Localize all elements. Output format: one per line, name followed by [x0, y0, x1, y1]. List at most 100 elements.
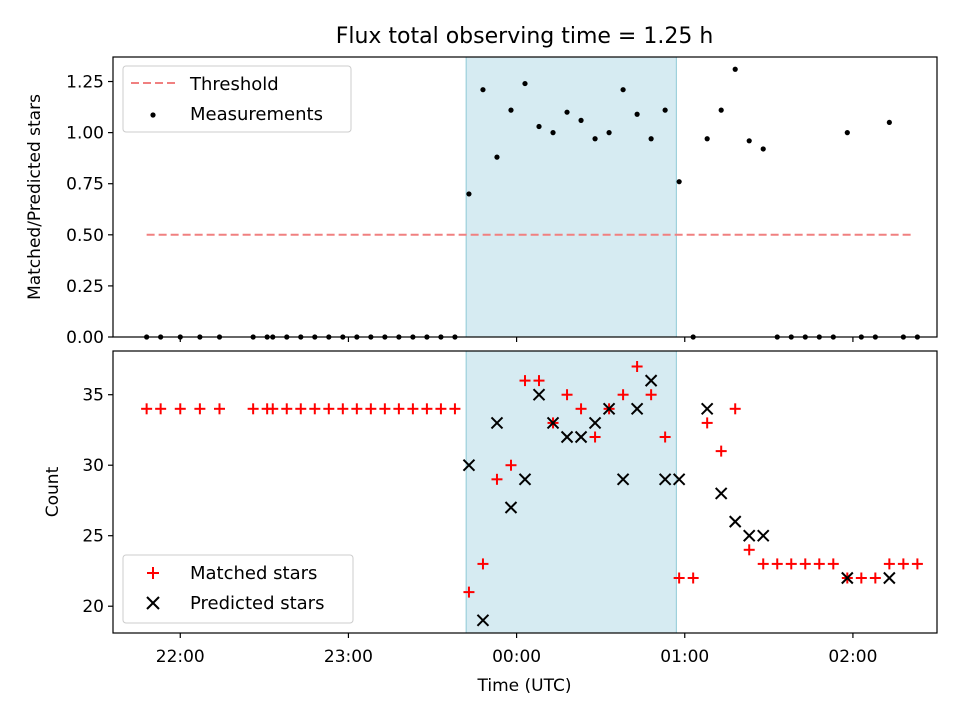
measurement-point: [662, 107, 668, 113]
legend-predicted-label: Predicted stars: [190, 593, 324, 614]
predicted-star-point: [574, 430, 588, 444]
top-legend: Threshold Measurements: [122, 65, 352, 133]
bottom-y-tick-label: 25: [82, 527, 104, 547]
x-tick-label: 01:00: [660, 647, 709, 667]
measurement-point: [844, 130, 850, 136]
matched-star-point: [247, 403, 259, 415]
x-tick-label: 00:00: [492, 647, 541, 667]
matched-star-point: [729, 403, 741, 415]
matched-star-point: [505, 459, 517, 471]
top-y-tick-label: 1.25: [66, 73, 104, 93]
top-y-tick-label: 1.00: [66, 124, 104, 144]
bottom-y-tick-label: 20: [82, 597, 104, 617]
matched-star-point: [869, 572, 881, 584]
matched-star-point: [407, 403, 419, 415]
matched-star-point: [267, 403, 279, 415]
predicted-star-point: [546, 416, 560, 430]
measurement-point: [536, 123, 542, 130]
predicted-star-point: [728, 515, 742, 528]
measurement-point: [886, 119, 892, 126]
matched-star-point: [827, 558, 839, 570]
matched-star-point: [393, 403, 405, 415]
predicted-star-point: [672, 473, 686, 486]
matched-star-point: [365, 403, 377, 415]
predicted-star-point: [476, 614, 490, 627]
predicted-star-point: [658, 473, 672, 486]
x-tick-label: 23:00: [324, 647, 373, 667]
matched-star-point: [575, 403, 587, 415]
matched-star-point: [617, 389, 629, 401]
legend-measurements-label: Measurements: [190, 104, 323, 125]
measurement-point: [704, 136, 710, 142]
legend-threshold-label: Threshold: [189, 74, 279, 95]
measurement-point: [578, 117, 584, 123]
matched-star-point: [659, 431, 671, 443]
matched-star-point: [897, 558, 909, 570]
predicted-star-point: [532, 388, 546, 401]
matched-star-point: [519, 375, 531, 387]
top-plot-area: [144, 56, 920, 340]
matched-star-point: [813, 558, 825, 570]
matched-star-point: [743, 544, 755, 556]
predicted-star-point: [757, 529, 770, 542]
predicted-star-point: [504, 501, 518, 514]
top-y-tick-label: 0.25: [66, 277, 104, 297]
matched-star-point: [771, 558, 783, 570]
measurement-point: [634, 111, 640, 117]
measurement-point: [676, 179, 682, 185]
matched-star-point: [323, 403, 335, 415]
matched-star-point: [337, 403, 349, 415]
matched-star-point: [855, 572, 867, 584]
matched-star-point: [214, 403, 226, 415]
bottom-axes-frame: [112, 350, 938, 634]
matched-star-point: [911, 558, 923, 570]
x-axis-label: Time (UTC): [477, 676, 572, 696]
predicted-star-point: [700, 402, 714, 416]
matched-star-point: [463, 586, 475, 598]
top-axes-frame: [112, 56, 938, 338]
matched-star-point: [477, 558, 489, 570]
predicted-star-point: [630, 402, 644, 416]
top-y-tick-label: 0.50: [66, 226, 104, 246]
matched-star-point: [155, 403, 167, 415]
matched-star-point: [687, 572, 699, 584]
measurement-point: [620, 87, 626, 93]
measurement-point: [718, 107, 724, 113]
measurement-point: [606, 130, 612, 136]
measurement-point: [564, 109, 570, 115]
x-axis: 22:00 23:00 00:00 01:00 02:00: [156, 337, 877, 667]
matched-star-point: [295, 403, 307, 415]
matched-star-point: [421, 403, 433, 415]
predicted-star-point: [588, 416, 602, 430]
predicted-star-point: [714, 487, 728, 500]
top-y-axis-label: Matched/Predicted stars: [25, 94, 45, 300]
bottom-legend: Matched stars Predicted stars: [122, 554, 354, 624]
observing-interval-shade: [465, 350, 677, 634]
matched-star-point: [379, 403, 391, 415]
matched-star-point: [533, 375, 545, 387]
matched-star-point: [491, 473, 503, 485]
matched-star-point: [194, 403, 206, 415]
predicted-star-point: [644, 374, 658, 387]
matched-star-point: [561, 389, 573, 401]
matched-star-point: [174, 403, 186, 415]
bottom-y-axis-label: Count: [43, 466, 63, 517]
predicted-star-point: [490, 416, 504, 430]
legend-measurements-swatch: [150, 112, 156, 118]
legend-matched-swatch: [147, 567, 159, 579]
matched-star-point: [449, 403, 461, 415]
bottom-legend-box: [122, 554, 354, 624]
chart-title: Flux total observing time = 1.25 h: [336, 24, 714, 49]
top-legend-box: [122, 65, 352, 133]
legend-matched-label: Matched stars: [190, 563, 317, 584]
matched-star-point: [715, 445, 727, 457]
legend-predicted-swatch: [146, 596, 160, 610]
top-y-axis: 0.00 0.25 0.50 0.75 1.00 1.25: [66, 73, 113, 348]
measurement-point: [508, 107, 514, 113]
measurement-point: [648, 136, 654, 142]
bottom-plot-area: [141, 350, 923, 634]
matched-star-point: [673, 572, 685, 584]
bottom-y-tick-label: 30: [82, 456, 104, 476]
predicted-star-point: [462, 459, 476, 472]
